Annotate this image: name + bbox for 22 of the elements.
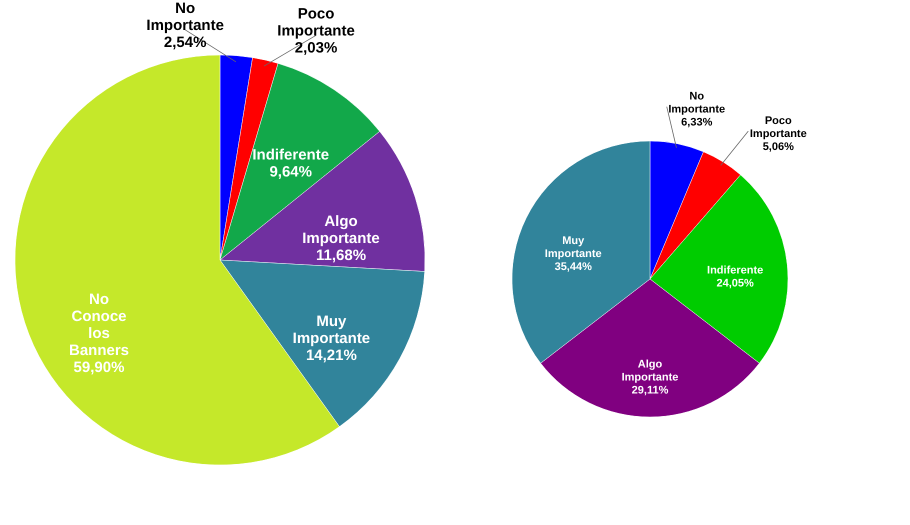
slice-label: Muy Importante xyxy=(544,235,602,260)
data-label: 14,21% xyxy=(306,347,357,364)
slice-label: Poco Importante xyxy=(277,5,355,40)
slice-label: Algo Importante xyxy=(302,213,380,248)
slice-label: No Conoce los Banners xyxy=(68,290,130,359)
slice-label: Algo Importante xyxy=(622,358,678,384)
slice-label: Muy Importante xyxy=(292,313,370,348)
data-label: 6,33% xyxy=(681,116,713,129)
slice-label: Indiferente xyxy=(707,264,764,277)
data-label: 9,64% xyxy=(269,163,312,180)
data-label: 59,90% xyxy=(74,358,124,376)
data-label: 2,03% xyxy=(294,39,338,56)
slice-label: Poco Importante xyxy=(750,115,807,140)
slice-label: No Importante xyxy=(146,0,224,34)
data-label: 24,05% xyxy=(716,278,754,290)
slice-label: No Importante xyxy=(668,90,726,116)
data-label: 5,06% xyxy=(762,141,794,154)
data-label: 29,11% xyxy=(632,384,669,397)
slice-label: Indiferente xyxy=(252,146,330,164)
data-label: 35,44% xyxy=(554,261,592,274)
data-label: 11,68% xyxy=(316,247,366,264)
data-label: 2,54% xyxy=(164,34,206,51)
